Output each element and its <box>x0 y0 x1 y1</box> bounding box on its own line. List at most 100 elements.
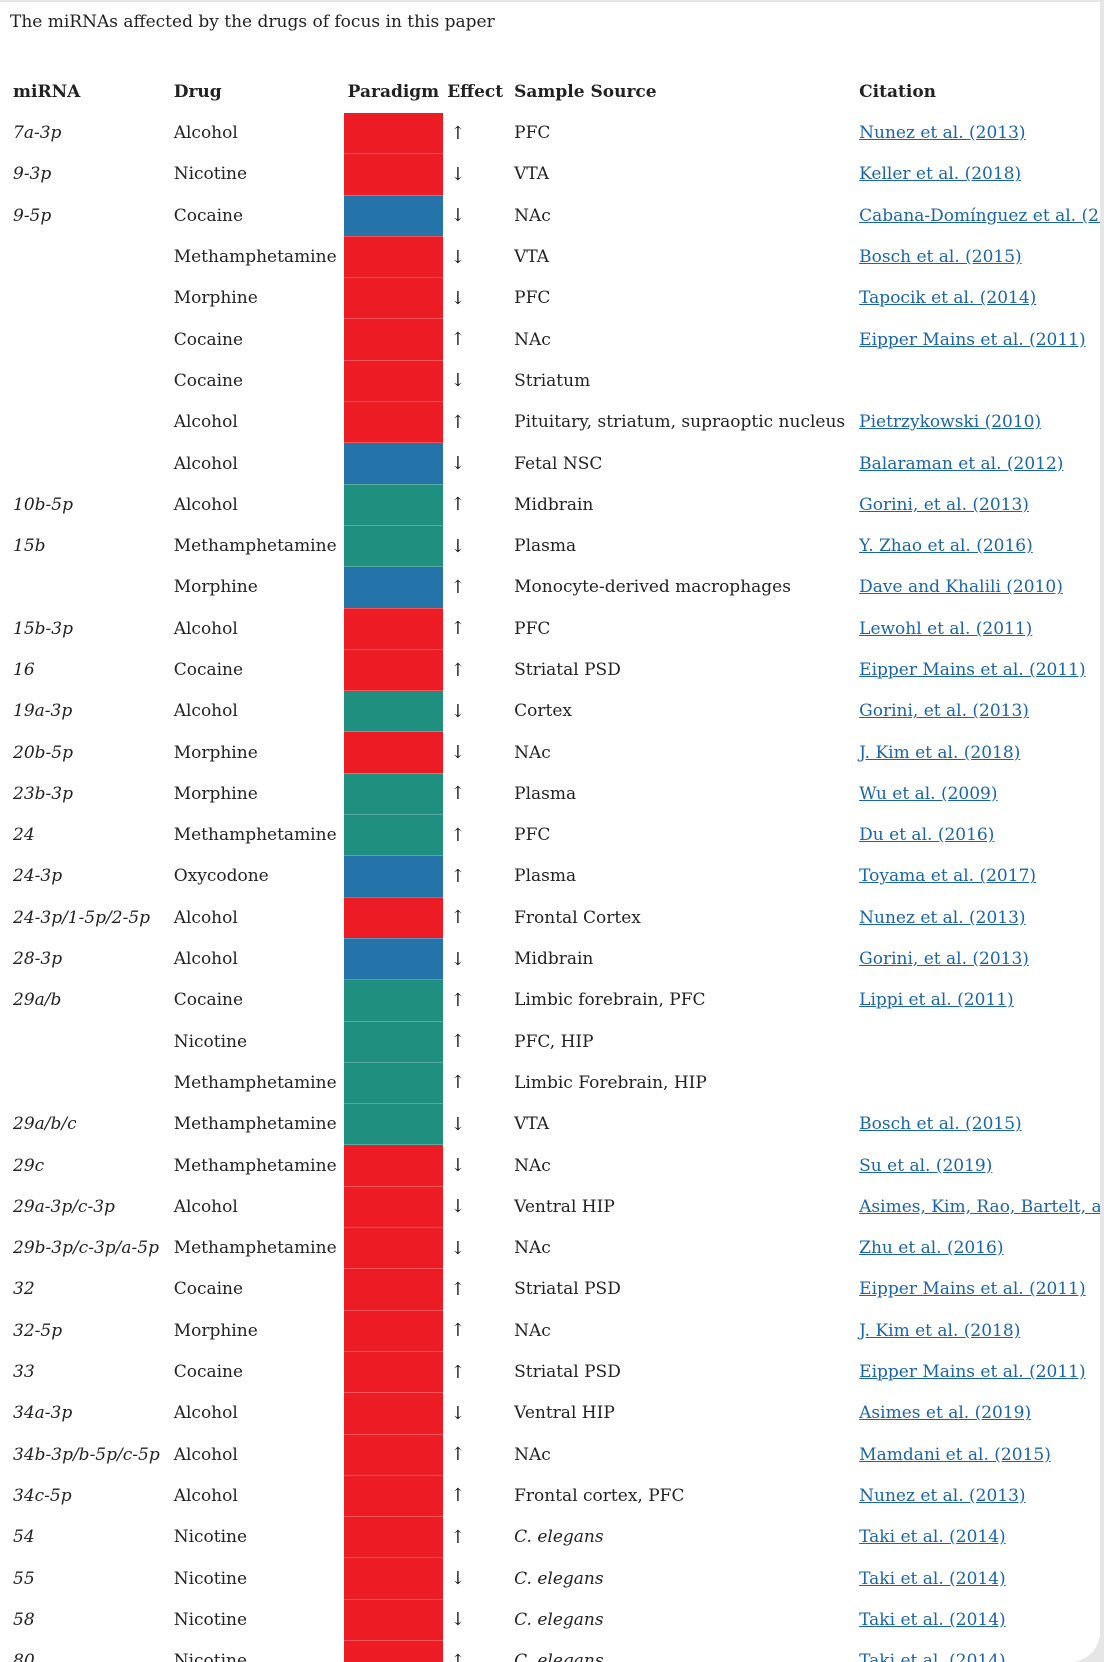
citation-link[interactable]: Bosch et al. (2015) <box>859 247 1022 268</box>
drug-cell: Methamphetamine <box>173 247 337 268</box>
table-row: 33 Cocaine ↑ Striatal PSD Eipper Mains et al… <box>6 1350 1100 1393</box>
table-row: 15b Methamphetamine ↓ Plasma Y. Zhao et al. … <box>6 524 1100 567</box>
citation-cell: Tapocik et al. (2014) <box>852 278 1100 319</box>
drug-cell: Alcohol <box>173 123 238 144</box>
drug-cell: Methamphetamine <box>173 1155 337 1176</box>
citation-link[interactable]: Du et al. (2016) <box>859 825 995 846</box>
header-effect: Effect <box>447 82 504 103</box>
effect-arrow-cell: ↑ <box>450 1444 466 1466</box>
paradigm-swatch <box>343 194 444 237</box>
effect-arrow-cell: ↑ <box>450 494 466 516</box>
sample-source-cell: Striatal PSD <box>514 1362 621 1383</box>
paradigm-swatch <box>343 896 444 939</box>
citation-cell: Cabana-Domínguez et al. (2018) <box>852 195 1100 236</box>
mirna-cell: 29a/b/c <box>13 1114 77 1135</box>
citation-link[interactable]: J. Kim et al. (2018) <box>859 1320 1021 1341</box>
table-row: Alcohol ↑ Pituitary, striatum, supraoptic … <box>6 401 1100 443</box>
sample-source-cell: C. elegans <box>514 1651 604 1662</box>
paradigm-swatch <box>343 1268 444 1311</box>
effect-arrow-cell: ↑ <box>450 411 466 433</box>
sample-source-cell: Frontal cortex, PFC <box>514 1485 685 1506</box>
sample-source-cell: NAc <box>514 1238 551 1259</box>
drug-cell: Morphine <box>173 577 258 598</box>
paradigm-swatch <box>343 1061 444 1104</box>
citation-link[interactable]: Gorini, et al. (2013) <box>859 494 1029 515</box>
citation-link[interactable]: Balaraman et al. (2012) <box>859 453 1064 474</box>
drug-cell: Methamphetamine <box>173 536 337 557</box>
drug-cell: Cocaine <box>173 1279 244 1300</box>
effect-arrow-cell: ↓ <box>450 700 466 722</box>
citation-link[interactable]: Taki et al. (2014) <box>859 1568 1006 1589</box>
mirna-cell: 19a-3p <box>13 701 73 722</box>
citation-link[interactable]: Y. Zhao et al. (2016) <box>859 536 1033 557</box>
drug-cell: Morphine <box>173 288 258 309</box>
table-row: 19a-3p Alcohol ↓ Cortex Gorini, et al. (2013… <box>6 690 1100 732</box>
citation-link[interactable]: Su et al. (2019) <box>859 1155 993 1176</box>
sample-source-cell: Midbrain <box>514 949 594 970</box>
paradigm-swatch <box>343 1144 444 1187</box>
sample-source-cell: NAc <box>514 1320 551 1341</box>
citation-cell: Balaraman et al. (2012) <box>852 443 1100 484</box>
paradigm-swatch <box>343 483 444 526</box>
citation-link[interactable]: J. Kim et al. (2018) <box>859 742 1021 763</box>
drug-cell: Morphine <box>173 742 258 763</box>
sample-source-cell: C. elegans <box>514 1527 604 1548</box>
citation-link[interactable]: Pietrzykowski (2010) <box>859 412 1042 433</box>
citation-link[interactable]: Nunez et al. (2013) <box>859 1485 1026 1506</box>
citation-link[interactable]: Asimes, Kim, Rao, Bartelt, and Pal <box>859 1196 1100 1217</box>
table-row: 9-3p Nicotine ↓ VTA Keller et al. (2018) <box>6 153 1100 196</box>
citation-cell: Mamdani et al. (2015) <box>852 1434 1100 1475</box>
citation-link[interactable]: Wu et al. (2009) <box>859 783 998 804</box>
citation-link[interactable]: Eipper Mains et al. (2011) <box>859 1279 1086 1300</box>
mirna-cell: 9-3p <box>13 164 52 185</box>
drug-cell: Alcohol <box>173 453 238 474</box>
paradigm-swatch <box>343 1598 444 1641</box>
header-paradigm: Paradigm <box>347 82 440 102</box>
citation-link[interactable]: Taki et al. (2014) <box>859 1651 1006 1662</box>
citation-link[interactable]: Eipper Mains et al. (2011) <box>859 329 1086 350</box>
mirna-cell: 24-3p/1-5p/2-5p <box>13 907 151 928</box>
paradigm-swatch <box>343 524 444 567</box>
citation-cell: Gorini, et al. (2013) <box>852 691 1100 732</box>
citation-link[interactable]: Mamdani et al. (2015) <box>859 1444 1051 1465</box>
effect-arrow-cell: ↓ <box>450 535 466 557</box>
paradigm-swatch <box>343 318 444 361</box>
citation-link[interactable]: Taki et al. (2014) <box>859 1527 1006 1548</box>
drug-cell: Methamphetamine <box>173 825 337 846</box>
effect-arrow-cell: ↑ <box>450 1320 466 1342</box>
citation-link[interactable]: Eipper Mains et al. (2011) <box>859 1362 1086 1383</box>
sample-source-cell: Ventral HIP <box>514 1196 615 1217</box>
header-citation: Citation <box>859 82 937 103</box>
citation-link[interactable]: Toyama et al. (2017) <box>859 866 1037 887</box>
drug-cell: Cocaine <box>173 660 244 680</box>
drug-cell: Alcohol <box>173 494 238 515</box>
citation-link[interactable]: Lippi et al. (2011) <box>859 990 1014 1011</box>
citation-link[interactable]: Gorini, et al. (2013) <box>859 949 1029 970</box>
drug-cell: Alcohol <box>173 1444 238 1465</box>
citation-link[interactable]: Asimes et al. (2019) <box>859 1403 1032 1424</box>
citation-link[interactable]: Zhu et al. (2016) <box>859 1238 1004 1259</box>
citation-link[interactable]: Keller et al. (2018) <box>859 164 1022 185</box>
citation-link[interactable]: Tapocik et al. (2014) <box>859 288 1037 309</box>
citation-link[interactable]: Nunez et al. (2013) <box>859 907 1026 928</box>
citation-link[interactable]: Dave and Khalili (2010) <box>859 577 1063 598</box>
citation-cell: Dave and Khalili (2010) <box>852 567 1100 608</box>
citation-link[interactable]: Cabana-Domínguez et al. (2018) <box>859 205 1100 226</box>
drug-cell: Methamphetamine <box>173 1114 337 1135</box>
citation-link[interactable]: Nunez et al. (2013) <box>859 123 1026 144</box>
table-row: 10b-5p Alcohol ↑ Midbrain Gorini, et al. (20… <box>6 483 1100 526</box>
citation-link[interactable]: Bosch et al. (2015) <box>859 1114 1022 1135</box>
table-row: 29a-3p/c-3p Alcohol ↓ Ventral HIP Asimes, Ki… <box>6 1185 1100 1228</box>
sample-source-cell: NAc <box>514 742 551 763</box>
paradigm-swatch <box>343 111 444 154</box>
citation-link[interactable]: Lewohl et al. (2011) <box>859 618 1033 639</box>
paradigm-swatch <box>343 1639 444 1662</box>
citation-link[interactable]: Eipper Mains et al. (2011) <box>859 660 1086 680</box>
paradigm-swatch <box>343 731 444 774</box>
drug-cell: Alcohol <box>173 907 238 928</box>
citation-link[interactable]: Taki et al. (2014) <box>859 1609 1006 1630</box>
citation-link[interactable]: Gorini, et al. (2013) <box>859 701 1029 722</box>
effect-arrow-cell: ↑ <box>450 1526 466 1548</box>
paradigm-swatch <box>343 1185 444 1228</box>
citation-cell: Y. Zhao et al. (2016) <box>852 525 1100 566</box>
